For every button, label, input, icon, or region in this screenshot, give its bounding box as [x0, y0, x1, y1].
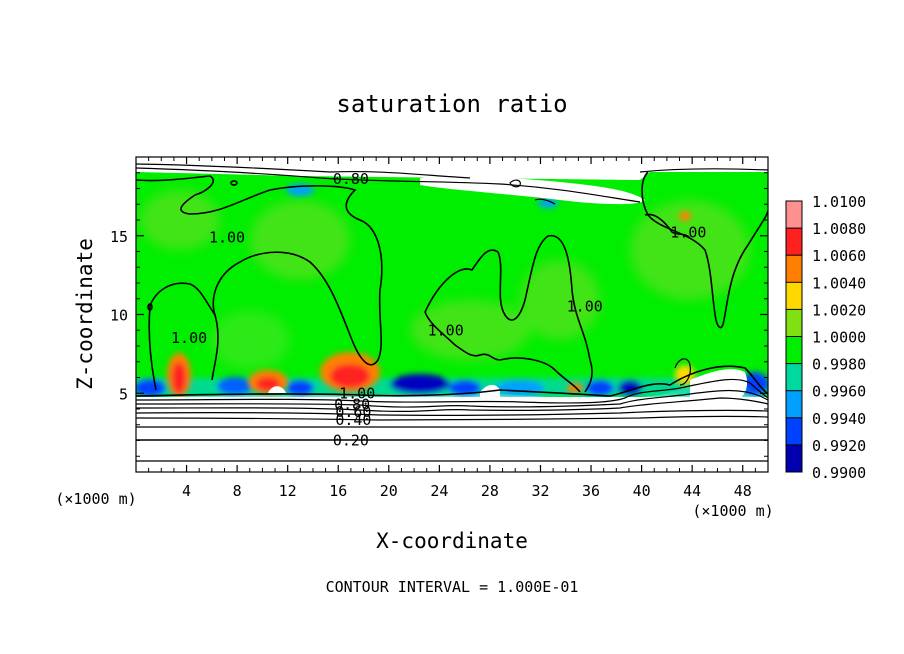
contour-top-3 [639, 168, 768, 173]
light-green-patches [140, 190, 750, 370]
x-tick-label: 28 [481, 482, 499, 500]
x-tick-label: 24 [430, 482, 448, 500]
colorbar-level-label: 1.0100 [812, 193, 866, 211]
colorbar-band [786, 444, 802, 473]
colorbar-level-label: 0.9940 [812, 410, 866, 428]
colorbar-level-label: 0.9900 [812, 464, 866, 482]
contour-1.00-c [424, 235, 593, 393]
contour-0.80-base [136, 378, 768, 404]
contour-small-1 [644, 213, 691, 239]
contour-top-2 [136, 167, 641, 203]
x-tick-label: 48 [734, 482, 752, 500]
y-axis: 5 10 15 [110, 172, 768, 457]
colorbar-level-label: 1.0080 [812, 220, 866, 238]
y-tick-label: 5 [119, 385, 128, 403]
x-tick-label: 16 [329, 482, 347, 500]
contour-0.40-base [136, 415, 768, 421]
colorbar-level-label: 0.9920 [812, 437, 866, 455]
contour-label: 1.00 [428, 321, 464, 339]
contour-label: 1.00 [670, 224, 706, 242]
y-tick-label: 10 [110, 307, 128, 325]
x-axis: 4 8 12 16 20 24 28 32 36 40 44 48 [148, 157, 756, 500]
colorbar-level-label: 1.0020 [812, 301, 866, 319]
colorbar-band [786, 417, 802, 446]
x-tick-label: 20 [380, 482, 398, 500]
x-tick-label: 36 [582, 482, 600, 500]
contour-label: 1.00 [567, 298, 603, 316]
colorbar-band [786, 363, 802, 392]
colorbar-band [786, 282, 802, 310]
contour-label: 1.00 [209, 228, 245, 246]
colorbar-band [786, 228, 802, 256]
contour-1.00-a [136, 175, 383, 391]
contour-label: 0.40 [335, 411, 371, 429]
colorbar-level-label: 0.9960 [812, 383, 866, 401]
colorbar: 1.0100 1.0080 1.0060 1.0040 1.0020 1.0000 0.99… [785, 193, 866, 482]
y-unit-label: (×1000 m) [55, 490, 136, 508]
contour-label: 0.60 [335, 403, 371, 421]
x-tick-label: 12 [279, 482, 297, 500]
plot-area: 0.801.001.00 1.001.001.001.000.800.600.40… [136, 157, 768, 472]
contour-label: 1.00 [171, 329, 207, 347]
x-tick-label: 32 [531, 482, 549, 500]
colorbar-band [786, 255, 802, 283]
contour-0.80-top [136, 163, 471, 179]
x-tick-label: 8 [233, 482, 242, 500]
contour-interval-note: CONTOUR INTERVAL = 1.000E-01 [326, 578, 579, 596]
contour-0.60-base [136, 397, 768, 413]
contour-1.00-base [136, 365, 768, 397]
contour-lines [136, 163, 768, 462]
contour-1.00-b [211, 314, 219, 381]
colorbar-band [786, 390, 802, 419]
contour-0.70-base [136, 389, 768, 408]
colorbar-band [786, 336, 802, 365]
y-axis-label: Z-coordinate [73, 238, 97, 390]
colorbar-level-label: 1.0040 [812, 274, 866, 292]
contour-label: 0.80 [333, 170, 369, 188]
contour-label: 0.80 [334, 395, 370, 413]
x-unit-label: (×1000 m) [692, 502, 773, 520]
x-tick-label: 40 [633, 482, 651, 500]
y-tick-label: 15 [110, 228, 128, 246]
colorbar-level-label: 1.0060 [812, 247, 866, 265]
x-tick-label: 44 [683, 482, 701, 500]
colorbar-band [786, 309, 802, 337]
x-tick-label: 4 [182, 482, 191, 500]
contour-1.00-d [424, 311, 581, 393]
contour-labels: 0.801.001.00 1.001.001.001.000.800.600.40… [171, 170, 706, 450]
contour-label: 1.00 [339, 384, 375, 402]
chart-title: saturation ratio [336, 90, 567, 118]
colorbar-band [786, 201, 802, 229]
colorbar-level-label: 0.9980 [812, 356, 866, 374]
x-axis-label: X-coordinate [376, 529, 528, 553]
cloud-edge-bump-3 [268, 386, 286, 393]
contour-0.50-base [136, 409, 768, 416]
contour-label: 0.20 [333, 432, 369, 450]
colorbar-level-label: 1.0000 [812, 329, 866, 347]
